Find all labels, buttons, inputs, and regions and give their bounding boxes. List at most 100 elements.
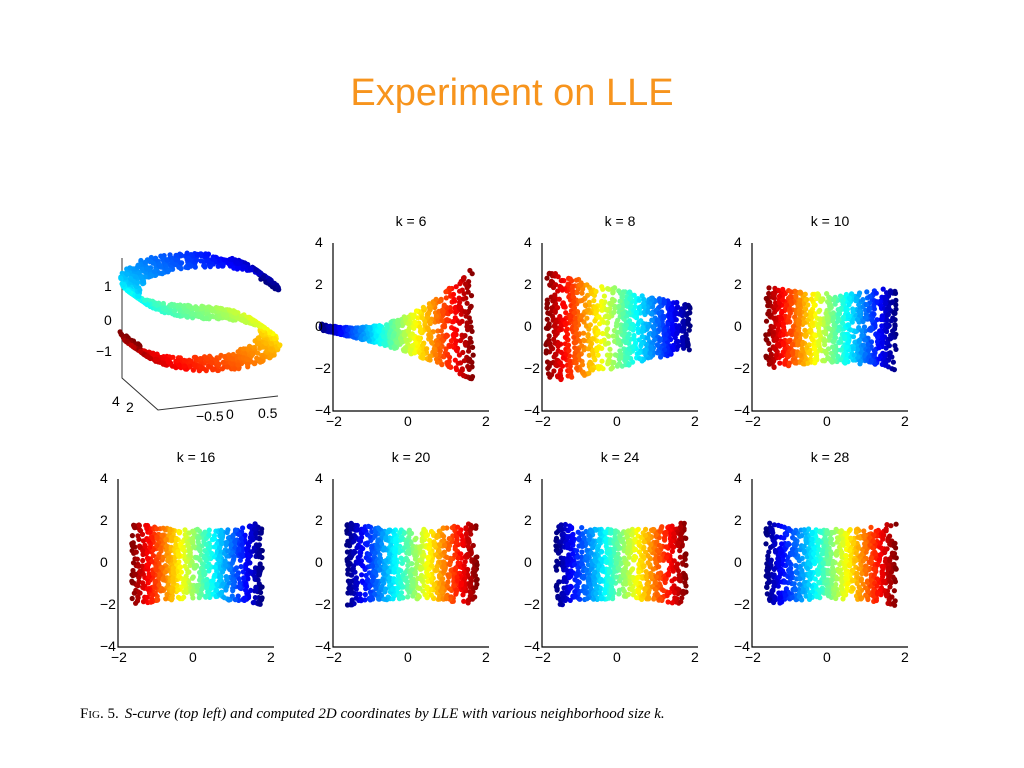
scatter-point <box>464 285 470 291</box>
scatter-point <box>438 328 444 334</box>
scatter-points <box>543 270 693 383</box>
scatter-point <box>433 313 439 319</box>
scatter-point <box>424 346 430 352</box>
scatter-point <box>459 318 465 324</box>
scatter-point <box>352 328 359 335</box>
scatter-point <box>464 300 470 306</box>
scatter-point <box>391 324 397 330</box>
scatter-point <box>599 358 605 364</box>
scatter-point <box>469 376 475 382</box>
x-tick-label: 0 <box>404 413 412 429</box>
scatter-point <box>442 324 448 330</box>
scatter-point <box>402 315 409 321</box>
y-tick-label: 0 <box>315 318 323 334</box>
panel-title: k = 6 <box>395 213 427 229</box>
scatter-point <box>433 296 439 302</box>
scatter-point <box>454 367 460 373</box>
scatter-point <box>467 335 473 341</box>
scatter-point <box>411 312 417 318</box>
scatter-point <box>466 340 472 346</box>
scatter-point <box>451 326 457 332</box>
scatter-point <box>462 340 468 346</box>
scatter-point <box>406 321 412 327</box>
scatter-point <box>450 318 457 325</box>
scatter-point <box>344 333 350 339</box>
scatter-point <box>546 333 552 339</box>
scatter-point <box>466 348 472 354</box>
scatter-point <box>461 373 467 379</box>
scatter-point <box>427 353 433 359</box>
scatter-point <box>460 296 466 302</box>
scatter-point <box>457 288 463 294</box>
y-tick-label: −4 <box>315 402 331 418</box>
scatter-point <box>381 341 387 347</box>
scatter-point <box>452 357 458 363</box>
scatter-point <box>390 333 396 339</box>
x-tick-label: −2 <box>326 413 342 429</box>
scatter-point <box>408 347 414 353</box>
scatter-point <box>441 302 447 308</box>
scatter-point <box>436 333 442 340</box>
scatter-point <box>453 284 459 290</box>
scatter-point <box>462 333 468 339</box>
scatter-point <box>470 344 476 350</box>
scatter-point <box>461 358 467 364</box>
scatter-point <box>413 308 420 314</box>
x-tick-label: 2 <box>482 413 490 429</box>
slide-title: Experiment on LLE <box>350 72 674 114</box>
axis-lines <box>332 243 489 412</box>
scatter-point <box>426 319 432 325</box>
scatter-point <box>434 359 441 365</box>
scatter-point <box>410 342 416 349</box>
scatter-point <box>405 328 411 334</box>
scatter-point <box>399 339 405 345</box>
scatter-point <box>456 295 462 301</box>
scatter-point <box>448 308 454 314</box>
scatter-point <box>463 313 469 319</box>
scatter-point <box>417 324 423 330</box>
scatter-point <box>452 298 458 304</box>
scatter-point <box>443 289 449 295</box>
scatter-point <box>456 352 462 358</box>
scatter-point <box>468 324 474 330</box>
scatter-point <box>434 342 440 348</box>
scatter-point <box>464 321 470 327</box>
y-tick-label: 2 <box>315 276 323 292</box>
scatter-point <box>467 305 473 311</box>
scatter-point <box>409 331 415 337</box>
scatter-points <box>318 267 476 382</box>
scatter-point <box>450 291 457 297</box>
scatter-point <box>345 327 351 333</box>
scatter-point <box>443 334 449 340</box>
scatter-point <box>465 289 471 295</box>
scatter-point <box>401 332 407 338</box>
scatter-point <box>459 367 465 373</box>
scatter-point <box>440 309 446 315</box>
scatter-point <box>373 333 379 339</box>
scatter-point <box>420 353 426 359</box>
scatter-point <box>384 325 390 331</box>
scatter-point <box>439 317 445 324</box>
scatter-point <box>439 362 445 368</box>
scatter-point <box>338 330 344 336</box>
y-tick-label: −2 <box>315 360 331 376</box>
scatter-point <box>381 334 387 340</box>
scatter-point <box>376 328 382 334</box>
scatter-point <box>403 337 409 343</box>
scatter-point <box>458 360 464 366</box>
scatter-point <box>449 343 455 349</box>
scatter-point <box>443 295 449 301</box>
scatter-point <box>439 337 445 343</box>
scatter-point <box>465 363 471 370</box>
scatter-point <box>448 338 454 344</box>
scatter-point <box>468 359 474 365</box>
scatter-point <box>411 350 417 356</box>
y-tick-label: 4 <box>315 234 323 250</box>
scatter-point <box>394 340 400 346</box>
scatter-point <box>377 323 383 329</box>
scatter-point <box>469 271 475 277</box>
scatter-point <box>357 328 363 334</box>
scatter-point <box>411 325 417 331</box>
